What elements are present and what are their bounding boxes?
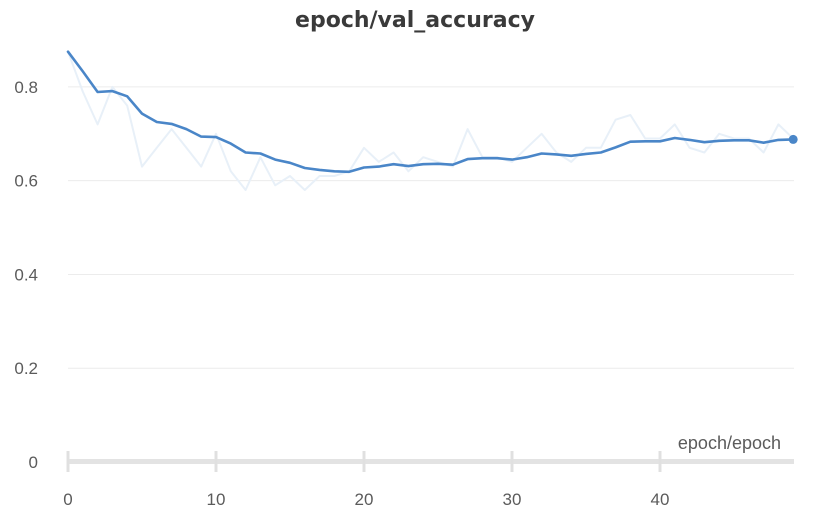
y-tick-label: 0.4 <box>14 265 38 284</box>
raw-series-line <box>67 50 795 191</box>
x-tick-label: 0 <box>63 490 72 509</box>
x-tick-label: 30 <box>503 490 522 509</box>
series-lines <box>66 50 798 191</box>
smoothed-series-line <box>66 50 795 174</box>
x-tick-label: 20 <box>355 490 374 509</box>
y-axis-ticks: 0 0.2 0.4 0.6 0.8 <box>14 78 38 472</box>
y-tick-label: 0.2 <box>14 359 38 378</box>
x-tick-label: 40 <box>651 490 670 509</box>
x-axis: 0 10 20 30 40 <box>63 451 794 509</box>
x-axis-band <box>68 459 794 464</box>
grid-lines <box>68 86 794 369</box>
y-tick-label: 0.8 <box>14 78 38 97</box>
y-tick-label: 0.6 <box>14 172 38 191</box>
y-tick-label: 0 <box>29 453 38 472</box>
x-axis-label: epoch/epoch <box>678 433 781 453</box>
last-point-marker <box>788 134 798 144</box>
chart-title: epoch/val_accuracy <box>295 8 535 33</box>
x-tick-label: 10 <box>207 490 226 509</box>
